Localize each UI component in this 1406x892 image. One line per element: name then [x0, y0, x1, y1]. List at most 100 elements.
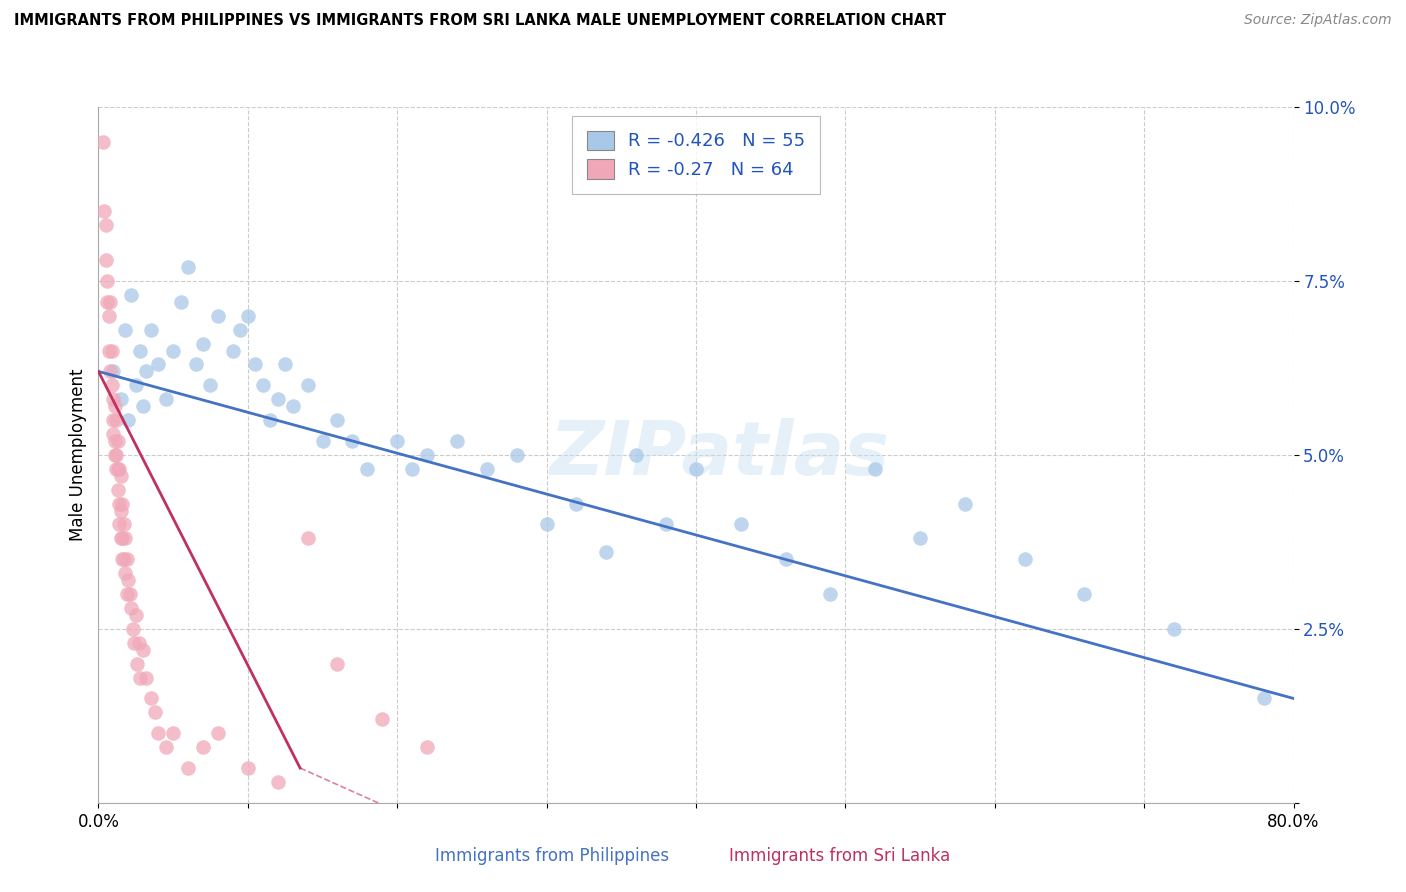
- Point: [117, 573, 139, 587]
- Point: [115, 552, 138, 566]
- Point: [105, 462, 128, 476]
- Point: [1073, 587, 1095, 601]
- Point: [103, 413, 125, 427]
- Point: [820, 587, 842, 601]
- Point: [865, 462, 887, 476]
- Point: [229, 323, 252, 337]
- Point: [103, 392, 125, 407]
- Point: [105, 448, 128, 462]
- Point: [124, 636, 146, 650]
- Point: [475, 462, 498, 476]
- Point: [135, 364, 157, 378]
- Text: Immigrants from Sri Lanka: Immigrants from Sri Lanka: [728, 847, 950, 865]
- Point: [139, 323, 162, 337]
- Legend: R = -0.426   N = 55, R = -0.27   N = 64: R = -0.426 N = 55, R = -0.27 N = 64: [572, 116, 820, 194]
- Text: IMMIGRANTS FROM PHILIPPINES VS IMMIGRANTS FROM SRI LANKA MALE UNEMPLOYMENT CORRE: IMMIGRANTS FROM PHILIPPINES VS IMMIGRANT…: [14, 13, 946, 29]
- Point: [94, 253, 117, 268]
- Point: [342, 434, 364, 448]
- Point: [127, 657, 149, 671]
- Point: [191, 740, 214, 755]
- Point: [222, 343, 245, 358]
- Point: [245, 358, 267, 372]
- Point: [111, 497, 134, 511]
- Point: [267, 392, 290, 407]
- Point: [104, 399, 127, 413]
- Point: [120, 288, 142, 302]
- Point: [953, 497, 976, 511]
- Point: [108, 462, 131, 476]
- Point: [121, 622, 143, 636]
- Point: [125, 607, 148, 622]
- Text: Source: ZipAtlas.com: Source: ZipAtlas.com: [1244, 13, 1392, 28]
- Point: [114, 532, 136, 546]
- Point: [96, 274, 118, 288]
- Point: [98, 364, 122, 378]
- Point: [111, 532, 134, 546]
- Point: [356, 462, 378, 476]
- Point: [775, 552, 797, 566]
- Point: [110, 532, 132, 546]
- Point: [236, 309, 259, 323]
- Point: [297, 532, 319, 546]
- Point: [114, 566, 136, 581]
- Point: [112, 552, 135, 566]
- Point: [236, 761, 259, 775]
- Point: [297, 378, 319, 392]
- Point: [101, 378, 124, 392]
- Point: [595, 545, 617, 559]
- Point: [267, 775, 290, 789]
- Point: [385, 434, 409, 448]
- Point: [506, 448, 529, 462]
- Point: [184, 358, 207, 372]
- Point: [105, 413, 128, 427]
- Point: [169, 294, 191, 309]
- Point: [132, 399, 155, 413]
- Point: [110, 468, 132, 483]
- Point: [401, 462, 423, 476]
- Point: [326, 657, 349, 671]
- Point: [93, 204, 115, 219]
- Point: [148, 358, 170, 372]
- Point: [1014, 552, 1036, 566]
- Point: [110, 392, 132, 407]
- Point: [103, 364, 125, 378]
- Point: [207, 309, 229, 323]
- Point: [685, 462, 707, 476]
- Point: [107, 462, 129, 476]
- Point: [103, 427, 125, 442]
- Point: [111, 552, 134, 566]
- Point: [274, 358, 297, 372]
- Point: [259, 413, 281, 427]
- Point: [110, 503, 132, 517]
- Point: [107, 483, 129, 497]
- Point: [326, 413, 349, 427]
- Point: [416, 740, 439, 755]
- Point: [416, 448, 439, 462]
- Point: [730, 517, 752, 532]
- Point: [155, 392, 177, 407]
- Point: [252, 378, 274, 392]
- Point: [97, 343, 120, 358]
- Point: [177, 761, 200, 775]
- Point: [311, 434, 333, 448]
- Point: [371, 712, 394, 726]
- Point: [96, 294, 118, 309]
- Point: [104, 448, 127, 462]
- Point: [101, 343, 124, 358]
- Point: [107, 434, 129, 448]
- Point: [446, 434, 468, 448]
- Point: [1253, 691, 1275, 706]
- Point: [117, 413, 139, 427]
- Point: [91, 135, 114, 149]
- Point: [143, 706, 166, 720]
- Point: [565, 497, 588, 511]
- Point: [624, 448, 647, 462]
- Point: [200, 378, 222, 392]
- Point: [148, 726, 170, 740]
- Point: [135, 671, 157, 685]
- Point: [908, 532, 931, 546]
- Point: [125, 378, 148, 392]
- Point: [281, 399, 304, 413]
- Point: [155, 740, 177, 755]
- Point: [162, 343, 184, 358]
